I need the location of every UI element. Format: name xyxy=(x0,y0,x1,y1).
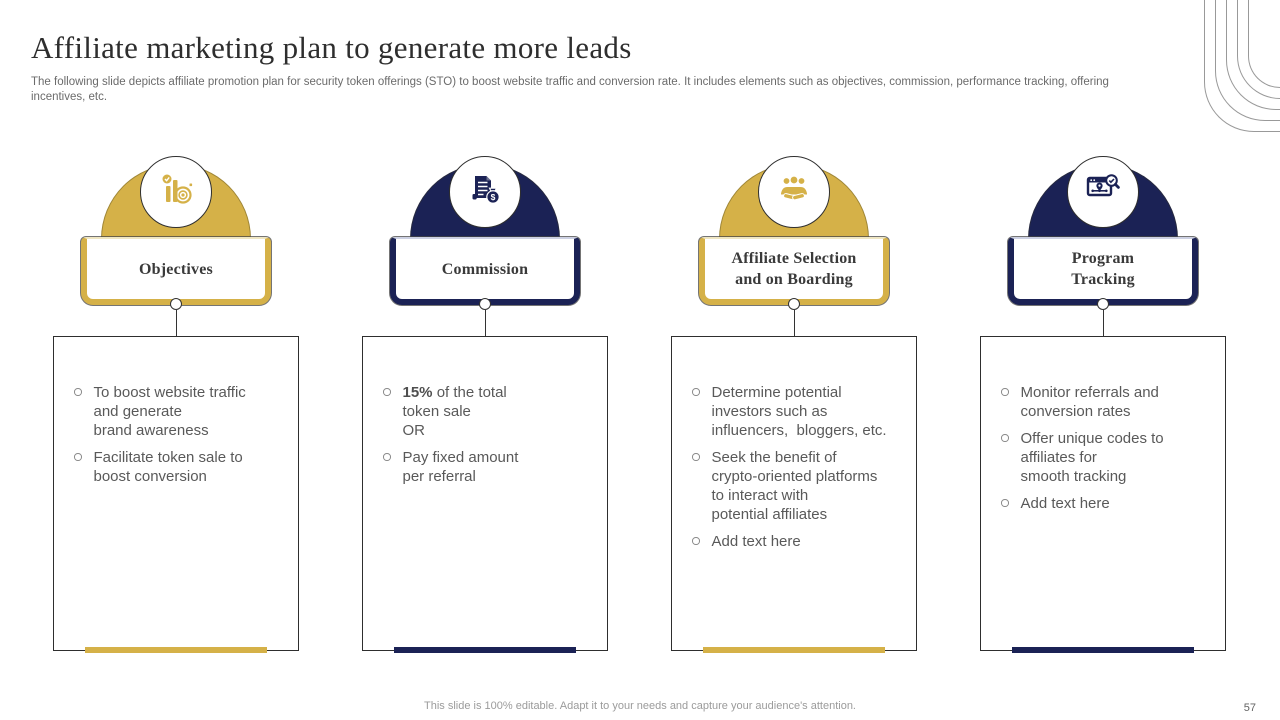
icon-circle xyxy=(140,156,212,228)
icon-circle xyxy=(758,156,830,228)
bullet-text: Pay fixed amount per referral xyxy=(402,449,519,485)
circle-bullet-icon xyxy=(74,453,82,461)
bullet-text: 15% of the total token sale OR xyxy=(402,384,507,439)
bullet-item: Add text here xyxy=(692,532,904,551)
title-block: Affiliate marketing plan to generate mor… xyxy=(31,30,1131,105)
page-subtitle: The following slide depicts affiliate pr… xyxy=(31,76,1109,103)
column-header: Commission xyxy=(390,237,580,305)
column-title: Objectives xyxy=(139,260,213,278)
bullet-item: Pay fixed amount per referral xyxy=(383,448,595,486)
connector-line xyxy=(485,310,486,336)
invoice-money-bag-icon: $ xyxy=(465,170,505,215)
circle-bullet-icon xyxy=(1001,388,1009,396)
team-handshake-icon xyxy=(774,170,814,215)
column-header: Objectives xyxy=(81,237,271,305)
arc-line xyxy=(1204,0,1280,132)
accent-bar xyxy=(703,647,885,653)
accent-bar xyxy=(394,647,576,653)
bullet-list: Monitor referrals and conversion rates Of… xyxy=(981,337,1225,513)
column-content: 15% of the total token sale OR Pay fixed … xyxy=(362,336,608,653)
bullet-text: Offer unique codes to affiliates for smo… xyxy=(1020,430,1164,485)
bullet-item: Add text here xyxy=(1001,494,1213,513)
connector-line xyxy=(176,310,177,336)
bullet-item: 15% of the total token sale OR xyxy=(383,383,595,440)
connector-dot xyxy=(1097,298,1109,310)
column-content: Determine potential investors such as in… xyxy=(671,336,917,653)
circle-bullet-icon xyxy=(1001,434,1009,442)
columns-container: Objectives To boost website traffic and … xyxy=(53,150,1226,660)
page-title: Affiliate marketing plan to generate mor… xyxy=(31,30,632,65)
monitor-pin-search-icon xyxy=(1083,170,1123,215)
column-header: Program Tracking xyxy=(1008,237,1198,305)
circle-bullet-icon xyxy=(1001,499,1009,507)
column-commission: $ Commission 15% of the total token sale… xyxy=(362,150,608,655)
decorative-arcs-icon xyxy=(1204,0,1280,134)
connector-dot xyxy=(788,298,800,310)
arc-line xyxy=(1248,0,1280,88)
bar-chart-target-icon xyxy=(156,170,196,215)
circle-bullet-icon xyxy=(383,453,391,461)
footer-note: This slide is 100% editable. Adapt it to… xyxy=(424,700,856,712)
column-content: Monitor referrals and conversion rates Of… xyxy=(980,336,1226,653)
bullet-item: Monitor referrals and conversion rates xyxy=(1001,383,1213,421)
page-number: 57 xyxy=(1243,702,1256,714)
arc-line xyxy=(1226,0,1280,110)
bullet-text: To boost website traffic and generate br… xyxy=(93,384,246,439)
circle-bullet-icon xyxy=(692,453,700,461)
column-affiliate-selection: Affiliate Selection and on Boarding Dete… xyxy=(671,150,917,655)
arc-line xyxy=(1215,0,1280,121)
bullet-text: Add text here xyxy=(1020,495,1110,512)
bullet-list: To boost website traffic and generate br… xyxy=(54,337,298,486)
bullet-list: 15% of the total token sale OR Pay fixed … xyxy=(363,337,607,486)
bullet-item: Facilitate token sale to boost conversio… xyxy=(74,448,286,486)
column-title: Program Tracking xyxy=(1071,250,1135,288)
arc-line xyxy=(1237,0,1280,99)
icon-circle: $ xyxy=(449,156,521,228)
bullet-item: Determine potential investors such as in… xyxy=(692,383,904,440)
bullet-item: Seek the benefit of crypto-oriented plat… xyxy=(692,448,904,524)
column-header: Affiliate Selection and on Boarding xyxy=(699,237,889,305)
bullet-text: Facilitate token sale to boost conversio… xyxy=(93,449,243,485)
accent-bar xyxy=(85,647,267,653)
connector-line xyxy=(1103,310,1104,336)
bullet-text: Add text here xyxy=(711,533,801,550)
circle-bullet-icon xyxy=(692,537,700,545)
bullet-list: Determine potential investors such as in… xyxy=(672,337,916,551)
bullet-item: Offer unique codes to affiliates for smo… xyxy=(1001,429,1213,486)
connector-dot xyxy=(170,298,182,310)
column-content: To boost website traffic and generate br… xyxy=(53,336,299,653)
bullet-text: Determine potential investors such as in… xyxy=(711,384,887,439)
column-objectives: Objectives To boost website traffic and … xyxy=(53,150,299,655)
circle-bullet-icon xyxy=(383,388,391,396)
connector-line xyxy=(794,310,795,336)
bullet-item: To boost website traffic and generate br… xyxy=(74,383,286,440)
circle-bullet-icon xyxy=(74,388,82,396)
bullet-text: Seek the benefit of crypto-oriented plat… xyxy=(711,449,878,523)
connector-dot xyxy=(479,298,491,310)
icon-circle xyxy=(1067,156,1139,228)
column-program-tracking: Program Tracking Monitor referrals and c… xyxy=(980,150,1226,655)
bullet-text: Monitor referrals and conversion rates xyxy=(1020,384,1159,420)
circle-bullet-icon xyxy=(692,388,700,396)
column-title: Affiliate Selection and on Boarding xyxy=(731,250,857,288)
accent-bar xyxy=(1012,647,1194,653)
svg-text:$: $ xyxy=(491,192,496,202)
column-title: Commission xyxy=(441,260,529,278)
